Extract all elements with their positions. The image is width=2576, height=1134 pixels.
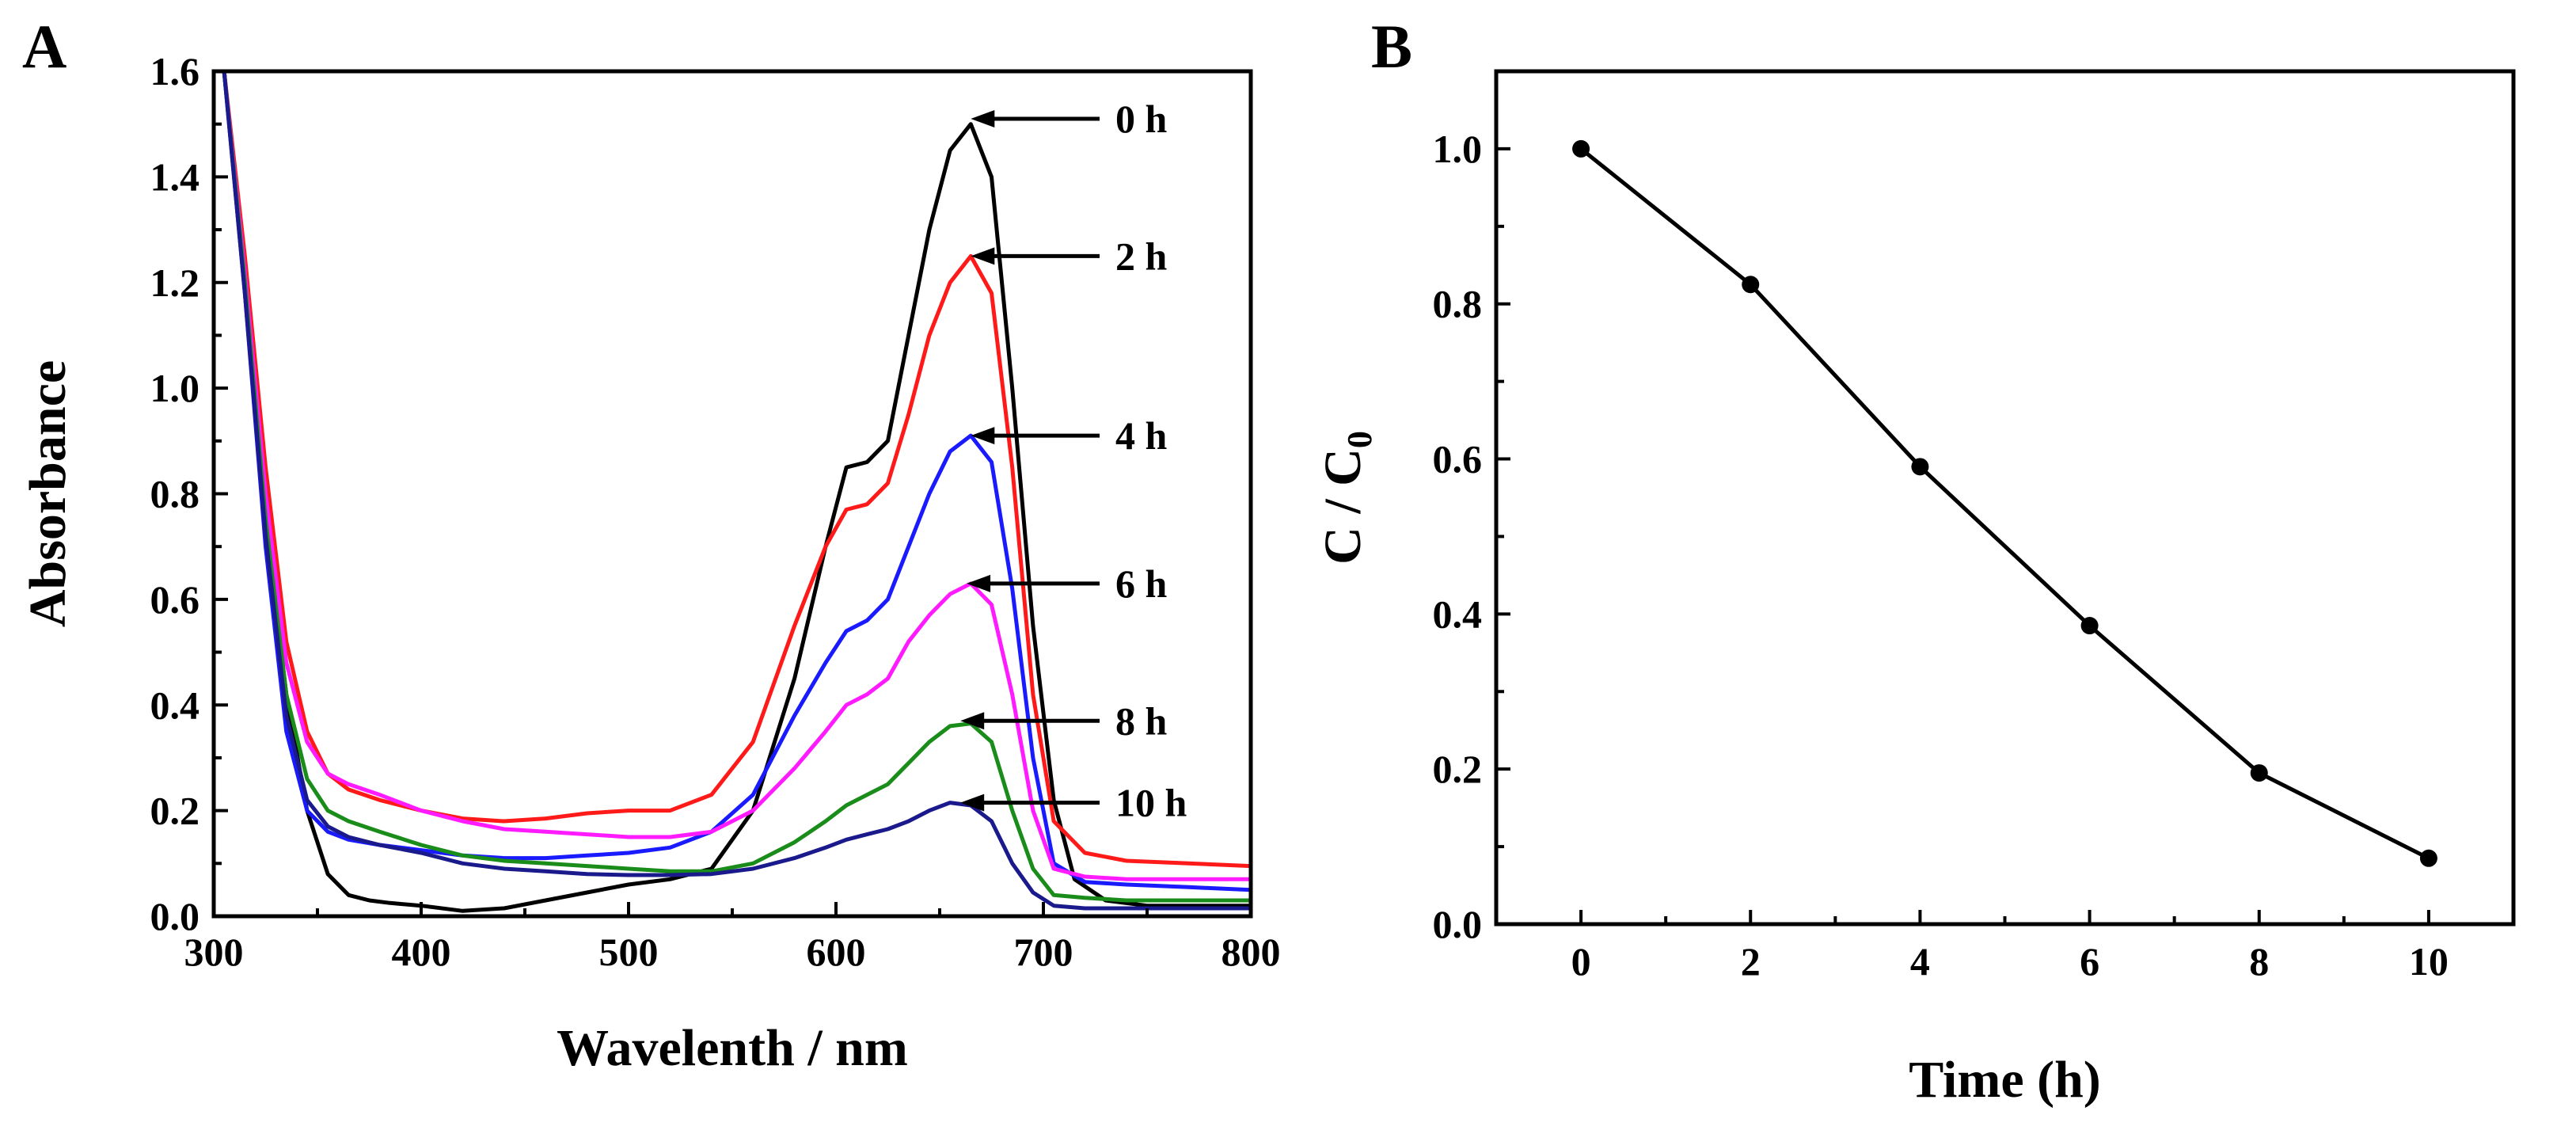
panel-a-y-tick-label: 1.4 bbox=[150, 154, 200, 199]
panel-a-x-tick-label: 500 bbox=[599, 930, 659, 974]
panel-a-y-tick-label: 0.4 bbox=[150, 683, 200, 727]
panel-a-y-tick-label: 1.6 bbox=[150, 49, 200, 93]
spectrum-line-2h bbox=[222, 71, 1251, 869]
panel-a-x-tick-label: 700 bbox=[1014, 930, 1073, 974]
panel-a: A 0 h 2 h 4 h 6 h 8 h 10 h 300 400 500 600 700 800… bbox=[19, 12, 1281, 1077]
panel-b-x-tick-label: 2 bbox=[1741, 939, 1761, 984]
panel-b-y-axis-title-subscript: 0 bbox=[1340, 431, 1379, 448]
data-point bbox=[1911, 458, 1929, 476]
panel-b-x-tick-label: 8 bbox=[2249, 939, 2269, 984]
panel-b-y-tick-label: 1.0 bbox=[1433, 127, 1483, 171]
panel-b-y-tick-label: 0.8 bbox=[1433, 282, 1483, 326]
panel-a-annotations: 0 h 2 h 4 h 6 h 8 h 10 h bbox=[960, 97, 1187, 825]
panel-b-y-tick-label: 0.0 bbox=[1433, 902, 1483, 946]
annotation-arrow-head bbox=[960, 793, 985, 812]
panel-b-label: B bbox=[1371, 12, 1412, 81]
spectrum-line-8h bbox=[222, 71, 1251, 903]
spectrum-line-0h bbox=[222, 71, 1251, 913]
panel-b-series-group bbox=[1572, 139, 2437, 867]
annotation-label: 10 h bbox=[1115, 781, 1187, 825]
spectrum-line-10h bbox=[222, 71, 1251, 911]
panel-b-y-tick-label: 0.4 bbox=[1433, 592, 1483, 636]
panel-a-plot-frame bbox=[211, 69, 1253, 919]
annotation-label: 6 h bbox=[1115, 561, 1168, 606]
annotation-arrow-head bbox=[971, 427, 995, 445]
panel-b-ticks: 0 2 4 6 8 10 0.0 0.2 0.4 0.6 0.8 1.0 bbox=[1433, 70, 2515, 984]
panel-a-y-tick-label: 1.2 bbox=[150, 261, 200, 305]
data-point bbox=[1572, 139, 1590, 158]
panel-b-x-tick-label: 6 bbox=[2080, 939, 2099, 984]
panel-b-x-axis-title: Time (h) bbox=[1909, 1051, 2101, 1109]
annotation-label: 4 h bbox=[1115, 413, 1168, 458]
panel-b-y-tick-label: 0.2 bbox=[1433, 747, 1483, 791]
spectrum-line-6h bbox=[222, 71, 1251, 881]
panel-a-y-axis-title: Absorbance bbox=[19, 360, 77, 627]
panel-b-y-tick-label: 0.6 bbox=[1433, 437, 1483, 481]
panel-a-x-axis-title: Wavelenth / nm bbox=[557, 1019, 908, 1077]
panel-a-y-tick-label: 0.2 bbox=[150, 789, 200, 833]
panel-a-x-tick-label: 400 bbox=[392, 930, 451, 974]
decay-line bbox=[1579, 147, 2430, 861]
panel-b-y-axis-title-main: C / C bbox=[1314, 448, 1372, 565]
panel-a-label: A bbox=[22, 12, 66, 81]
data-point bbox=[1742, 276, 1760, 294]
panel-b-plot-frame bbox=[1494, 69, 2516, 927]
panel-a-y-tick-label: 0.6 bbox=[150, 577, 200, 622]
panel-a-x-tick-label: 600 bbox=[807, 930, 866, 974]
spectrum-line-4h bbox=[222, 71, 1251, 892]
data-point bbox=[2250, 764, 2268, 782]
panel-a-x-tick-label: 300 bbox=[184, 930, 244, 974]
annotation-arrow-head bbox=[960, 712, 985, 730]
panel-b-x-tick-label: 4 bbox=[1910, 939, 1930, 984]
data-point bbox=[2080, 617, 2099, 635]
annotation-label: 2 h bbox=[1115, 234, 1168, 278]
panel-a-y-tick-label: 0.8 bbox=[150, 472, 200, 516]
annotation-arrow-head bbox=[971, 247, 995, 265]
annotation-label: 0 h bbox=[1115, 97, 1168, 141]
panel-b-x-tick-label: 0 bbox=[1571, 939, 1591, 984]
panel-a-x-tick-label: 800 bbox=[1222, 930, 1281, 974]
panel-b-x-tick-label: 10 bbox=[2409, 939, 2449, 984]
panel-a-series-group bbox=[222, 71, 1251, 913]
panel-a-y-tick-label: 0.0 bbox=[150, 894, 200, 938]
panel-b-y-axis-title: C / C0 bbox=[1314, 431, 1379, 565]
panel-a-ticks: 300 400 500 600 700 800 0.0 0.2 0.4 0.6 0.8 1.0 1.2 1… bbox=[150, 49, 1281, 974]
annotation-arrow-head bbox=[967, 574, 991, 592]
panel-b: B 0 2 4 6 8 10 0.0 0.2 0.4 0.6 0.8 1.0 Time (h) C /… bbox=[1314, 12, 2516, 1109]
annotation-arrow-head bbox=[971, 110, 995, 128]
data-point bbox=[2419, 849, 2437, 867]
annotation-label: 8 h bbox=[1115, 698, 1168, 743]
svg-text:C / C0: C / C0 bbox=[1314, 431, 1379, 565]
panel-a-y-tick-label: 1.0 bbox=[150, 366, 200, 410]
